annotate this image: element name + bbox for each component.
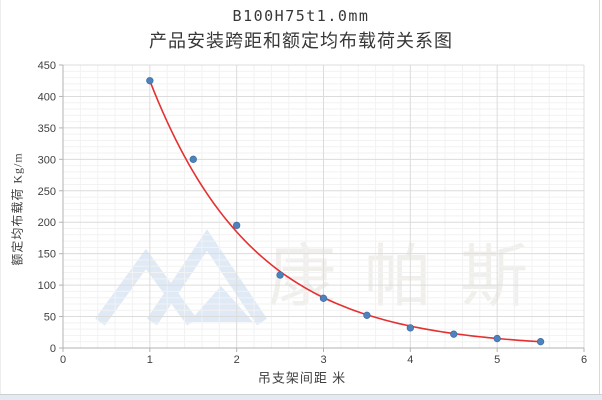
data-points xyxy=(146,77,545,346)
data-point xyxy=(536,338,545,346)
y-tick-label: 350 xyxy=(38,123,56,135)
watermark: 康帕斯 xyxy=(95,229,556,326)
x-tick-label: 3 xyxy=(320,354,326,366)
x-tick-label: 1 xyxy=(147,354,153,366)
y-tick-label: 150 xyxy=(38,249,56,261)
y-axis-title: 额定均布载荷 Kg/m xyxy=(10,152,25,266)
chart-title-main: 产品安装跨距和额定均布载荷关系图 xyxy=(149,31,453,51)
data-point xyxy=(233,221,241,230)
mountain-chevrons-logo xyxy=(95,229,267,326)
page-bottom-strip xyxy=(0,394,602,400)
x-tick-label: 4 xyxy=(407,354,413,366)
y-tick-label: 250 xyxy=(38,186,56,198)
y-tick-label: 50 xyxy=(44,312,56,324)
data-point xyxy=(276,271,284,279)
data-point xyxy=(406,324,414,332)
tick-labels: 0 1 2 3 4 5 6 0 50 100 150 200 250 300 350 400 450 xyxy=(38,60,587,366)
x-tick-label: 0 xyxy=(60,354,66,366)
y-tick-label: 0 xyxy=(50,343,56,355)
x-tick-label: 2 xyxy=(234,354,240,366)
chart-title-model: B100H75t1.0mm xyxy=(232,7,370,25)
page-right-border xyxy=(599,0,600,394)
axes xyxy=(59,64,585,352)
watermark-text: 康帕斯 xyxy=(268,239,556,315)
trendline xyxy=(149,79,542,343)
y-tick-label: 100 xyxy=(38,280,56,292)
data-point xyxy=(450,330,458,338)
data-point xyxy=(363,311,371,319)
x-axis-title: 吊支架间距 米 xyxy=(257,370,347,386)
x-tick-label: 6 xyxy=(581,354,587,366)
data-point xyxy=(319,294,328,302)
x-tick-label: 5 xyxy=(494,354,500,366)
data-point xyxy=(189,155,197,163)
y-tick-label: 400 xyxy=(38,91,56,103)
y-tick-label: 300 xyxy=(38,154,56,166)
y-tick-label: 450 xyxy=(38,60,56,72)
page-left-border xyxy=(0,0,1,394)
major-gridlines xyxy=(63,64,585,348)
data-point xyxy=(493,334,501,343)
data-point xyxy=(146,77,154,85)
y-tick-label: 200 xyxy=(38,217,56,229)
